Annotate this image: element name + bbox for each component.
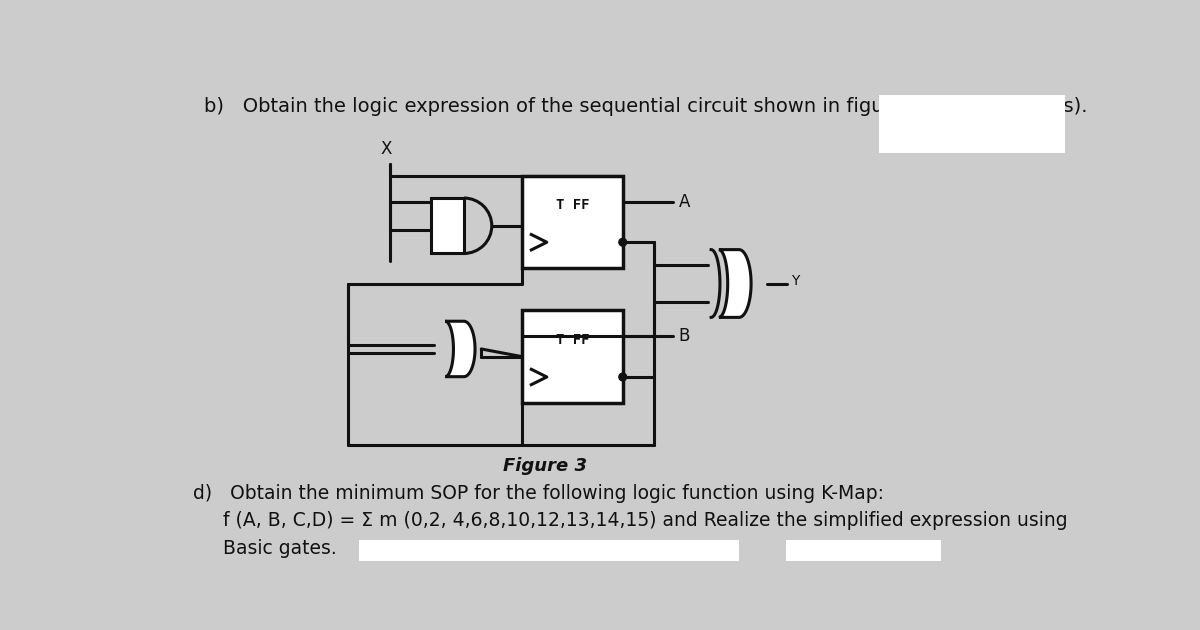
Bar [522,176,623,268]
Text: Basic gates.: Basic gates. [193,539,336,558]
Bar [522,311,623,403]
Text: B: B [678,328,690,345]
Text: f (A, B, C,D) = Σ m (0,2, 4,6,8,10,12,13,14,15) and Realize the simplified expre: f (A, B, C,D) = Σ m (0,2, 4,6,8,10,12,13… [193,512,1067,530]
Circle shape [619,373,626,381]
Polygon shape [445,321,475,377]
Text: A: A [678,193,690,210]
Bar [786,540,941,571]
Text: X: X [380,140,392,158]
Text: T FF: T FF [556,333,589,347]
Polygon shape [719,249,751,318]
Bar [431,198,464,253]
Bar [359,540,646,571]
Bar [584,540,739,571]
Bar [878,95,1064,152]
Text: Figure 3: Figure 3 [503,457,587,475]
Text: d)   Obtain the minimum SOP for the following logic function using K-Map:: d) Obtain the minimum SOP for the follow… [193,484,883,503]
Text: T FF: T FF [556,198,589,212]
Text: b)   Obtain the logic expression of the sequential circuit shown in figure 3 (sh: b) Obtain the logic expression of the se… [204,97,1087,116]
Circle shape [619,238,626,246]
Text: Y: Y [791,274,799,288]
